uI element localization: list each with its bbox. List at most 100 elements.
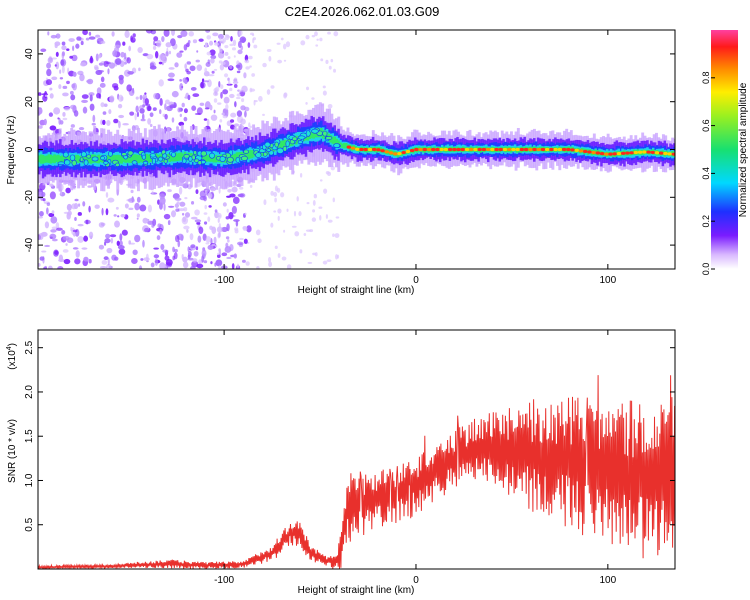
colorbar-label: Normalized spectral amplitude <box>738 82 749 217</box>
spectrogram-noise-mark <box>212 32 219 37</box>
spectrogram-noise-mark <box>83 235 89 242</box>
spectrogram-noise-mark <box>233 123 240 127</box>
spectrogram-noise-mark <box>179 83 184 91</box>
spectrogram-noise-mark <box>214 244 218 248</box>
spectrogram-band-mark <box>39 154 43 164</box>
spectrogram-noise-mark <box>41 250 47 253</box>
spectrogram-noise-mark <box>119 233 123 241</box>
spectrogram-noise-mark <box>55 33 61 39</box>
spectrogram-noise-mark <box>237 49 243 55</box>
spectrogram-core-mark <box>346 145 352 149</box>
spectrogram-y-tick-label: 0 <box>24 146 35 152</box>
spectrogram-core-mark <box>464 147 470 152</box>
spectrogram-core-mark <box>540 147 546 152</box>
spectrogram-noise-mark <box>78 127 85 131</box>
spectrogram-noise-mark <box>88 92 95 96</box>
spectrogram-peak-mark <box>108 151 113 157</box>
spectrogram-band-mark <box>130 155 133 164</box>
spectrogram-peak-mark <box>243 149 249 154</box>
spectrogram-noise-mark <box>89 94 93 102</box>
spectrogram-core-mark <box>469 147 474 152</box>
spectrogram-noise-mark <box>245 66 250 70</box>
spectrogram-noise-mark <box>98 244 105 250</box>
spectrogram-noise-mark <box>115 206 119 210</box>
spectrogram-noise-mark <box>180 30 188 37</box>
spectrogram-band-mark <box>333 136 336 146</box>
spectrogram-noise-mark <box>172 246 175 253</box>
spectrogram-noise-mark <box>97 54 102 59</box>
spectrogram-noise-mark <box>233 253 237 259</box>
spectrogram-noise-mark <box>51 76 58 81</box>
spectrogram-noise-mark <box>227 77 230 82</box>
spectrogram-noise-mark <box>206 51 212 56</box>
spectrogram-core-mark <box>553 147 558 152</box>
spectrogram-band-mark <box>283 139 287 149</box>
spectrogram-noise-mark <box>232 39 237 47</box>
spectrogram-core-mark <box>574 148 579 153</box>
spectrogram-noise-mark <box>195 246 199 251</box>
spectrogram-peak-mark <box>103 160 109 165</box>
spectrogram-noise-mark <box>55 61 60 70</box>
spectrogram-core-mark <box>401 150 406 155</box>
spectrogram-core-mark <box>431 147 436 152</box>
spectrogram-peak-mark <box>188 156 193 162</box>
spectrogram-core-mark <box>439 147 444 152</box>
spectrogram-noise-mark <box>182 183 189 189</box>
spectrogram-noise-mark <box>235 64 241 69</box>
spectrogram-noise-mark <box>126 84 132 92</box>
spectrogram-noise-mark <box>153 92 159 100</box>
colorbar-tick-label: 0.2 <box>701 215 711 228</box>
spectrogram-noise-mark <box>102 111 107 115</box>
spectrogram-noise-mark <box>223 37 227 43</box>
spectrogram-noise-mark <box>230 112 237 118</box>
spectrogram-noise-mark <box>39 256 45 261</box>
spectrogram-band-mark <box>107 154 110 163</box>
spectrogram-peak-mark <box>266 148 271 152</box>
spectrogram-noise-mark <box>106 120 111 126</box>
spectrogram-noise-mark <box>227 56 231 60</box>
spectrogram-noise-mark <box>120 51 125 58</box>
spectrogram-noise-mark <box>50 216 58 224</box>
spectrogram-noise-mark <box>209 58 215 64</box>
spectrogram-noise-mark <box>208 40 214 46</box>
spectrogram-band-mark <box>62 155 66 162</box>
spectrogram-noise-mark <box>122 123 129 126</box>
spectrogram-noise-mark <box>65 243 68 246</box>
spectrogram-noise-mark <box>320 58 324 62</box>
spectrogram-noise-mark <box>240 118 246 125</box>
spectrogram-noise-mark <box>182 261 189 269</box>
spectrogram-noise-mark <box>174 234 180 243</box>
spectrogram-noise-mark <box>108 62 116 69</box>
spectrogram-noise-mark <box>201 249 207 257</box>
spectrogram-noise-mark <box>134 112 137 121</box>
spectrogram-band-mark <box>172 153 175 162</box>
spectrogram-band-mark <box>66 155 70 163</box>
spectrogram-x-label: Height of straight line (km) <box>298 285 415 296</box>
spectrogram-noise-mark <box>124 203 129 209</box>
spectrogram-noise-mark <box>82 201 86 207</box>
spectrogram-core-mark <box>384 150 390 154</box>
spectrogram-noise-mark <box>217 102 222 105</box>
spectrogram-peak-mark <box>83 159 89 166</box>
spectrogram-peak-mark <box>285 140 290 148</box>
spectrogram-band-mark <box>89 154 93 164</box>
spectrogram-noise-mark <box>190 86 197 91</box>
spectrogram-noise-mark <box>286 264 292 269</box>
spectrogram-noise-mark <box>221 112 225 116</box>
spectrogram-noise-mark <box>38 263 41 267</box>
spectrogram-band-mark <box>314 130 317 138</box>
spectrogram-noise-mark <box>174 203 180 208</box>
spectrogram-noise-mark <box>211 226 217 234</box>
spectrogram-noise-mark <box>236 96 241 100</box>
spectrogram-noise-mark <box>142 217 149 224</box>
spectrogram-core-mark <box>447 147 453 152</box>
spectrogram-noise-mark <box>229 93 235 99</box>
spectrogram-noise-mark <box>59 69 62 74</box>
spectrogram-noise-mark <box>106 263 112 269</box>
spectrogram-noise-mark <box>136 217 139 220</box>
spectrogram-ticks: -100 0 100 -40 -20 0 20 40 <box>24 30 675 286</box>
spectrogram-peak-mark <box>141 154 146 160</box>
spectrogram-noise-mark <box>309 229 314 233</box>
spectrogram-noise-mark <box>291 225 297 228</box>
spectrogram-core-mark <box>481 147 487 152</box>
